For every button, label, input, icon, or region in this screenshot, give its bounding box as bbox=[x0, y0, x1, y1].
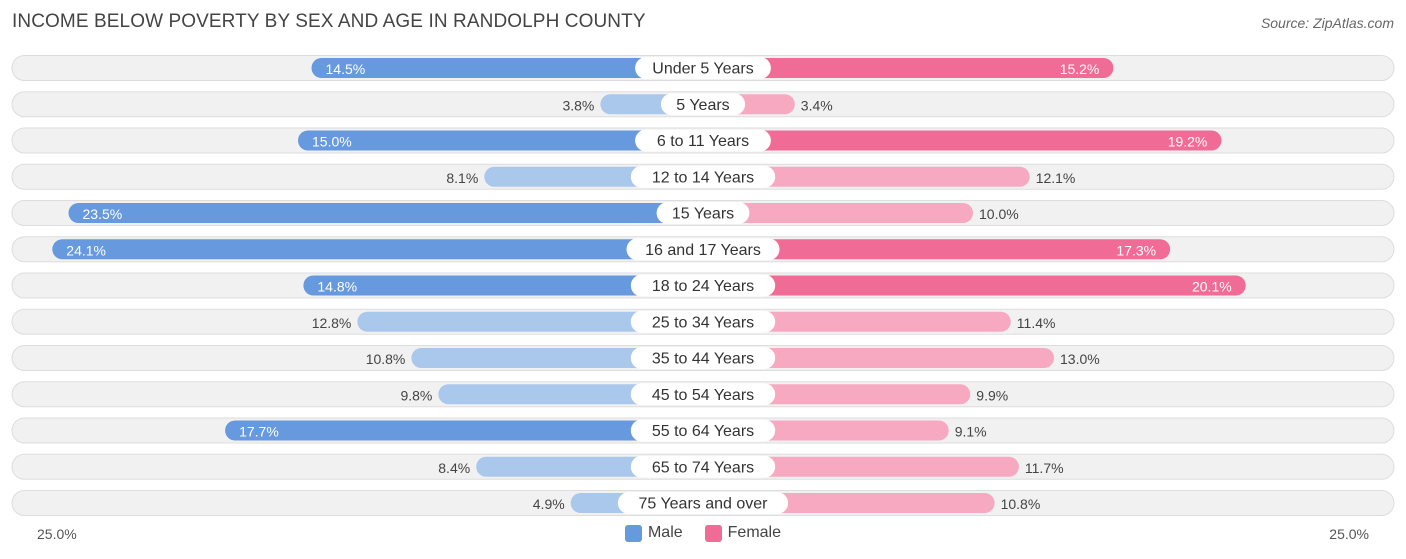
female-value-label: 11.7% bbox=[1025, 460, 1064, 476]
male-value-label: 23.5% bbox=[83, 206, 123, 222]
category-label-bg bbox=[630, 347, 776, 369]
male-value-label: 4.9% bbox=[533, 496, 565, 512]
male-value-label: 8.1% bbox=[446, 170, 478, 186]
male-value-label: 8.4% bbox=[438, 460, 470, 476]
category-label: 45 to 54 Years bbox=[652, 387, 754, 404]
male-value-label: 10.8% bbox=[366, 351, 406, 367]
category-label: 18 to 24 Years bbox=[652, 278, 754, 295]
category-label-bg bbox=[635, 129, 771, 152]
category-label-bg bbox=[660, 93, 746, 116]
male-bar bbox=[52, 239, 704, 260]
category-label: 75 Years and over bbox=[639, 496, 769, 513]
category-label-bg bbox=[617, 492, 789, 514]
category-label-bg bbox=[630, 274, 776, 297]
category-label: 65 to 74 Years bbox=[652, 459, 754, 476]
female-bar bbox=[703, 456, 1019, 477]
male-swatch bbox=[624, 524, 642, 542]
poverty-bar-chart: 14.5% 15.2% Under 5 Years 3.8% 3.4% 5 Years 15… bbox=[11, 55, 1395, 516]
category-label: 35 to 44 Years bbox=[652, 351, 754, 368]
category-label: 25 to 34 Years bbox=[652, 314, 754, 331]
female-bar bbox=[703, 166, 1030, 187]
male-bar bbox=[68, 203, 703, 223]
category-label-bg bbox=[635, 57, 771, 79]
legend-item-female[interactable]: Female bbox=[704, 524, 782, 542]
legend-item-male[interactable]: Male bbox=[624, 524, 683, 542]
male-bar bbox=[411, 348, 703, 368]
female-bar bbox=[703, 348, 1054, 368]
male-bar bbox=[357, 311, 703, 332]
male-bar bbox=[225, 420, 703, 441]
female-value-label: 9.9% bbox=[976, 387, 1008, 403]
axis-left-label: 25.0% bbox=[37, 526, 77, 542]
chart-title: INCOME BELOW POVERTY BY SEX AND AGE IN R… bbox=[12, 11, 646, 32]
female-bar bbox=[703, 203, 973, 223]
axis-right-label: 25.0% bbox=[1329, 526, 1369, 542]
female-value-label: 20.1% bbox=[1192, 279, 1232, 295]
male-value-label: 14.8% bbox=[317, 279, 357, 295]
female-value-label: 15.2% bbox=[1060, 61, 1100, 77]
category-label-bg bbox=[630, 419, 776, 442]
male-value-label: 15.0% bbox=[312, 134, 352, 150]
male-value-label: 17.7% bbox=[239, 424, 279, 440]
category-label-bg bbox=[630, 165, 776, 188]
male-bar bbox=[298, 130, 703, 151]
male-value-label: 9.8% bbox=[400, 387, 432, 403]
female-value-label: 19.2% bbox=[1168, 134, 1208, 150]
female-value-label: 17.3% bbox=[1116, 242, 1156, 258]
category-label-bg bbox=[630, 383, 776, 406]
female-value-label: 9.1% bbox=[955, 424, 987, 440]
female-value-label: 10.8% bbox=[1001, 496, 1041, 512]
category-label: Under 5 Years bbox=[652, 61, 753, 78]
category-label-bg bbox=[656, 202, 750, 224]
female-bar bbox=[703, 275, 1246, 296]
male-value-label: 24.1% bbox=[66, 242, 106, 258]
category-label: 16 and 17 Years bbox=[645, 242, 761, 259]
female-value-label: 11.4% bbox=[1017, 315, 1056, 331]
male-value-label: 14.5% bbox=[326, 61, 366, 77]
category-label-bg bbox=[630, 455, 776, 478]
category-label-bg bbox=[630, 310, 776, 333]
category-label: 55 to 64 Years bbox=[652, 423, 754, 440]
category-label: 5 Years bbox=[676, 97, 729, 114]
female-bar bbox=[703, 311, 1011, 332]
category-label: 6 to 11 Years bbox=[657, 133, 749, 150]
female-bar bbox=[703, 239, 1171, 260]
female-swatch bbox=[704, 524, 722, 542]
category-label: 15 Years bbox=[672, 206, 734, 223]
female-bar bbox=[703, 58, 1114, 78]
legend-male-label: Male bbox=[647, 524, 683, 541]
legend: Male Female bbox=[0, 524, 1406, 542]
category-label-bg bbox=[626, 238, 780, 261]
male-bar bbox=[311, 58, 703, 78]
category-label: 12 to 14 Years bbox=[652, 169, 754, 186]
male-bar bbox=[303, 275, 703, 296]
female-value-label: 12.1% bbox=[1036, 170, 1076, 186]
source-label: Source: ZipAtlas.com bbox=[1260, 15, 1394, 31]
legend-female-label: Female bbox=[727, 524, 782, 541]
male-value-label: 12.8% bbox=[312, 315, 352, 331]
female-bar bbox=[703, 130, 1222, 151]
female-value-label: 3.4% bbox=[801, 97, 833, 113]
male-value-label: 3.8% bbox=[562, 97, 594, 113]
female-value-label: 13.0% bbox=[1060, 351, 1100, 367]
female-value-label: 10.0% bbox=[979, 206, 1019, 222]
